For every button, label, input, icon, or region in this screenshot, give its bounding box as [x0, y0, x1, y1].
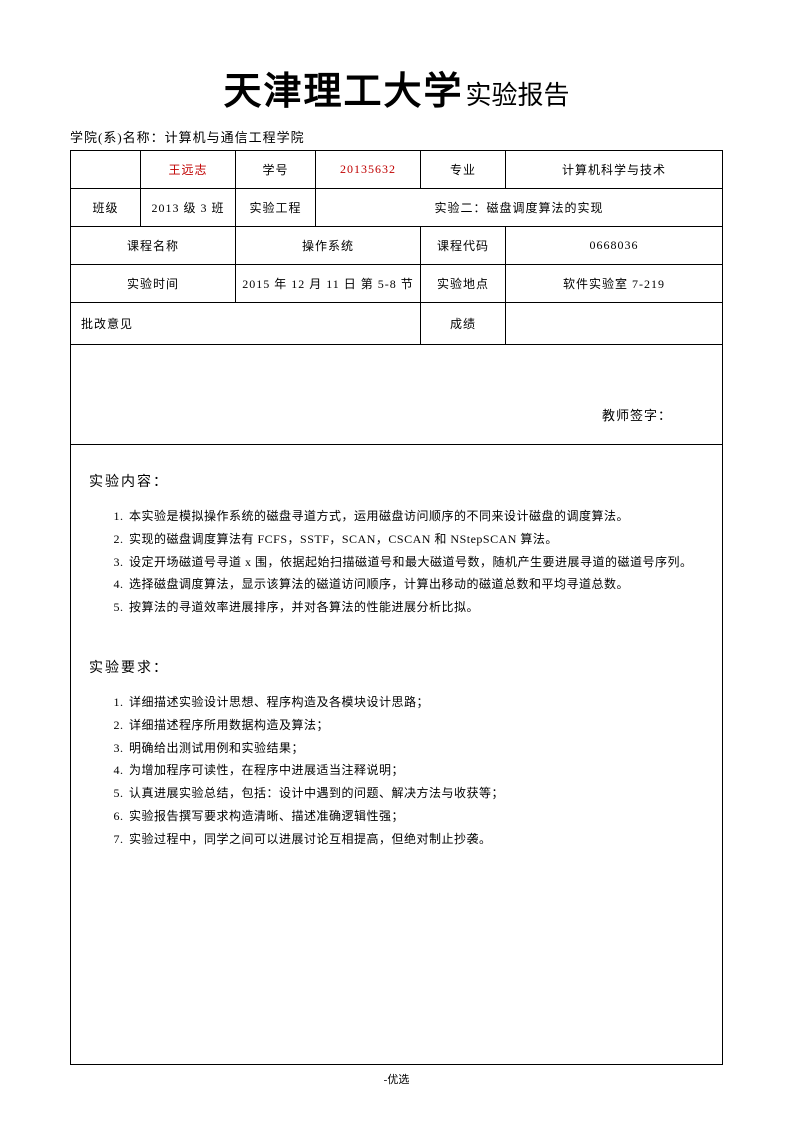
table-row: 实验时间 2015 年 12 月 11 日 第 5-8 节 实验地点 软件实验室…: [71, 265, 723, 303]
major-label: 专业: [421, 151, 506, 189]
page-footer: -优选: [0, 1071, 793, 1087]
place-label: 实验地点: [421, 265, 506, 303]
list-item: 实现的磁盘调度算法有 FCFS，SSTF，SCAN，CSCAN 和 NStepS…: [127, 528, 704, 551]
project-label: 实验工程: [236, 189, 316, 227]
list-item: 实验过程中，同学之间可以进展讨论互相提高，但绝对制止抄袭。: [127, 828, 704, 851]
signature-cell: 教师签字：: [71, 345, 723, 445]
course-value: 操作系统: [236, 227, 421, 265]
grade-label: 成绩: [421, 303, 506, 345]
list-item: 按算法的寻道效率进展排序，并对各算法的性能进展分析比拟。: [127, 596, 704, 619]
dept-label: 学院(系)名称：: [70, 130, 165, 145]
content-cell: 实验内容： 本实验是模拟操作系统的磁盘寻道方式，运用磁盘访问顺序的不同来设计磁盘…: [71, 445, 723, 1065]
list-item: 选择磁盘调度算法，显示该算法的磁道访问顺序，计算出移动的磁道总数和平均寻道总数。: [127, 573, 704, 596]
course-label: 课程名称: [71, 227, 236, 265]
table-row: 班级 2013 级 3 班 实验工程 实验二：磁盘调度算法的实现: [71, 189, 723, 227]
grade-value: [506, 303, 723, 345]
list-item: 实验报告撰写要求构造清晰、描述准确逻辑性强；: [127, 805, 704, 828]
class-label: 班级: [71, 189, 141, 227]
table-row: 教师签字：: [71, 345, 723, 445]
time-value: 2015 年 12 月 11 日 第 5-8 节: [236, 265, 421, 303]
list-item: 设定开场磁道号寻道 x 围，依据起始扫描磁道号和最大磁道号数，随机产生要进展寻道…: [127, 551, 704, 574]
teacher-signature: 教师签字：: [71, 345, 722, 444]
class-value: 2013 级 3 班: [141, 189, 236, 227]
section-title-requirements: 实验要求：: [89, 657, 704, 677]
id-value: 20135632: [316, 151, 421, 189]
page-header: 天津理工大学 实验报告: [70, 60, 723, 115]
university-name: 天津理工大学: [223, 60, 463, 115]
list-item: 认真进展实验总结，包括：设计中遇到的问题、解决方法与收获等；: [127, 782, 704, 805]
dept-value: 计算机与通信工程学院: [165, 130, 305, 145]
code-label: 课程代码: [421, 227, 506, 265]
time-label: 实验时间: [71, 265, 236, 303]
report-title: 实验报告: [466, 75, 570, 112]
list-item: 详细描述程序所用数据构造及算法；: [127, 714, 704, 737]
table-row: 批改意见 成绩: [71, 303, 723, 345]
student-name: 王远志: [141, 151, 236, 189]
empty-cell: [71, 151, 141, 189]
list-item: 明确给出测试用例和实验结果；: [127, 737, 704, 760]
table-row: 实验内容： 本实验是模拟操作系统的磁盘寻道方式，运用磁盘访问顺序的不同来设计磁盘…: [71, 445, 723, 1065]
id-label: 学号: [236, 151, 316, 189]
table-row: 课程名称 操作系统 课程代码 0668036: [71, 227, 723, 265]
list-item: 详细描述实验设计思想、程序构造及各模块设计思路；: [127, 691, 704, 714]
review-label: 批改意见: [71, 303, 421, 345]
table-row: 王远志 学号 20135632 专业 计算机科学与技术: [71, 151, 723, 189]
department-line: 学院(系)名称：计算机与通信工程学院: [70, 127, 723, 146]
content-list: 本实验是模拟操作系统的磁盘寻道方式，运用磁盘访问顺序的不同来设计磁盘的调度算法。…: [89, 505, 704, 619]
section-title-content: 实验内容：: [89, 471, 704, 491]
major-value: 计算机科学与技术: [506, 151, 723, 189]
list-item: 为增加程序可读性，在程序中进展适当注释说明；: [127, 759, 704, 782]
info-table: 王远志 学号 20135632 专业 计算机科学与技术 班级 2013 级 3 …: [70, 150, 723, 1065]
list-item: 本实验是模拟操作系统的磁盘寻道方式，运用磁盘访问顺序的不同来设计磁盘的调度算法。: [127, 505, 704, 528]
requirements-list: 详细描述实验设计思想、程序构造及各模块设计思路；详细描述程序所用数据构造及算法；…: [89, 691, 704, 851]
place-value: 软件实验室 7-219: [506, 265, 723, 303]
project-value: 实验二：磁盘调度算法的实现: [316, 189, 723, 227]
code-value: 0668036: [506, 227, 723, 265]
